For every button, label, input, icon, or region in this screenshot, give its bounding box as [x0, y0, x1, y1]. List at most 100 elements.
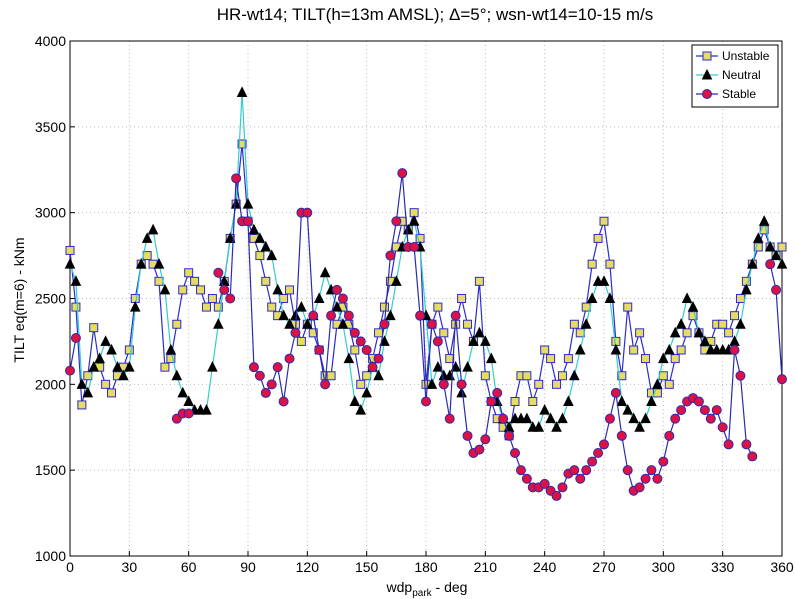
marker-triangle	[569, 369, 580, 381]
marker-circle	[771, 284, 782, 295]
marker-circle	[702, 89, 712, 99]
marker-triangle	[355, 403, 367, 415]
marker-triangle	[432, 361, 444, 372]
x-tick-label: 60	[181, 559, 197, 575]
marker-square	[730, 311, 740, 321]
marker-triangle	[533, 421, 545, 432]
marker-circle	[254, 370, 265, 381]
marker-circle	[260, 387, 271, 398]
marker-triangle	[177, 386, 189, 398]
marker-circle	[616, 430, 627, 441]
marker-triangle	[165, 343, 177, 355]
marker-triangle	[230, 197, 242, 209]
marker-circle	[652, 473, 663, 484]
marker-triangle	[64, 258, 76, 269]
marker-square	[267, 302, 277, 312]
marker-square	[356, 379, 366, 389]
marker-triangle	[456, 386, 467, 398]
marker-square	[563, 354, 573, 364]
legend-label: Unstable	[722, 49, 770, 63]
marker-circle	[219, 284, 230, 295]
marker-triangle	[675, 318, 687, 329]
marker-square	[101, 379, 111, 389]
marker-circle	[741, 439, 752, 450]
marker-triangle	[687, 300, 699, 312]
y-tick-label: 3000	[35, 205, 66, 221]
marker-square	[664, 379, 674, 389]
marker-triangle	[153, 258, 165, 269]
marker-circle	[426, 319, 437, 330]
marker-triangle	[147, 223, 159, 235]
x-label-text: wdp	[386, 579, 413, 595]
marker-circle	[699, 405, 710, 416]
marker-square	[107, 388, 117, 398]
marker-square	[474, 276, 484, 286]
marker-circle	[510, 448, 520, 458]
marker-triangle	[669, 326, 681, 338]
marker-circle	[302, 207, 313, 218]
marker-circle	[397, 168, 408, 179]
marker-triangle	[616, 395, 628, 406]
marker-circle	[664, 430, 675, 441]
marker-circle	[723, 439, 734, 450]
marker-square	[552, 379, 562, 389]
marker-circle	[777, 374, 787, 385]
marker-square	[207, 294, 217, 303]
marker-circle	[575, 473, 586, 484]
marker-circle	[711, 405, 722, 416]
marker-triangle	[254, 232, 266, 243]
marker-circle	[670, 413, 681, 424]
marker-square	[480, 371, 490, 381]
marker-square	[261, 276, 271, 286]
marker-triangle	[521, 412, 533, 424]
marker-square	[540, 345, 550, 355]
marker-triangle	[213, 318, 224, 329]
marker-square	[557, 371, 567, 381]
marker-triangle	[171, 369, 183, 381]
marker-square	[652, 388, 662, 398]
marker-triangle	[580, 318, 592, 329]
marker-square	[439, 328, 449, 338]
marker-circle	[355, 336, 366, 347]
marker-circle	[658, 456, 669, 467]
marker-circle	[70, 332, 81, 343]
marker-circle	[765, 259, 776, 270]
marker-circle	[432, 336, 443, 347]
marker-triangle	[373, 369, 384, 381]
series	[65, 168, 787, 501]
marker-circle	[332, 284, 342, 295]
marker-triangle	[319, 266, 331, 278]
marker-square	[534, 379, 544, 389]
marker-square	[718, 319, 728, 329]
marker-circle	[65, 365, 75, 376]
marker-triangle	[290, 309, 301, 321]
chart-title: HR-wt14; TILT(h=13m AMSL); Δ=5°; wsn-wt1…	[217, 5, 654, 24]
y-tick-label: 3500	[35, 119, 66, 135]
marker-square	[178, 285, 188, 295]
y-axis-label: TILT eq(m=6) - kNm	[11, 237, 27, 362]
marker-triangle	[551, 421, 562, 432]
marker-circle	[438, 379, 449, 390]
marker-circle	[349, 327, 360, 338]
marker-square	[777, 242, 787, 252]
marker-circle	[415, 310, 426, 321]
marker-circle	[308, 310, 319, 321]
marker-square	[759, 225, 769, 235]
marker-circle	[290, 327, 301, 338]
marker-triangle	[758, 215, 770, 226]
marker-triangle	[242, 197, 254, 209]
marker-triangle	[586, 292, 598, 303]
marker-circle	[634, 482, 645, 493]
marker-circle	[248, 362, 259, 373]
x-tick-label: 330	[711, 559, 735, 575]
marker-square	[676, 345, 686, 355]
x-tick-label: 300	[652, 559, 676, 575]
marker-circle	[610, 387, 621, 398]
marker-square	[623, 302, 633, 312]
x-tick-label: 270	[592, 559, 616, 575]
marker-triangle	[402, 223, 414, 235]
marker-triangle	[278, 309, 289, 321]
marker-circle	[604, 413, 615, 424]
marker-circle	[326, 310, 337, 321]
